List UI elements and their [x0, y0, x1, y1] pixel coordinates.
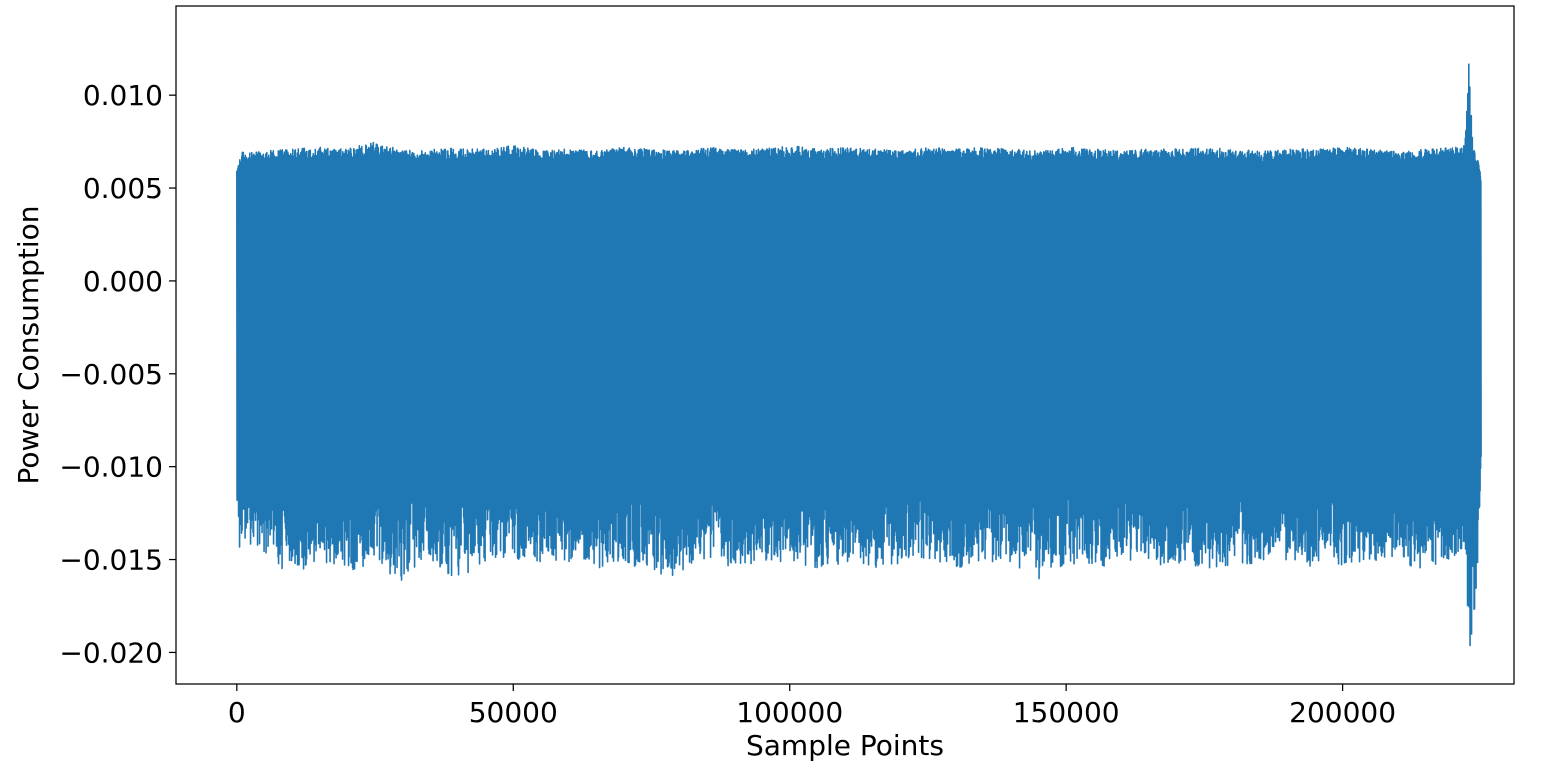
- y-tick-label: 0.005: [83, 172, 163, 205]
- y-axis-ticks: 0.010 0.005 0.000 −0.005 −0.010 −0.015 −0.020: [59, 79, 176, 669]
- x-tick-label: 200000: [1289, 696, 1396, 729]
- y-axis-label: Power Consumption: [12, 205, 45, 484]
- y-tick-label: −0.010: [59, 451, 163, 484]
- x-tick-label: 150000: [1013, 696, 1120, 729]
- axes-frame: [175, 5, 1515, 685]
- x-tick-label: 50000: [469, 696, 558, 729]
- y-tick-label: 0.010: [83, 79, 163, 112]
- y-tick-label: −0.020: [59, 636, 163, 669]
- x-tick-label: 0: [228, 696, 246, 729]
- series-0-line: [236, 63, 1482, 647]
- x-axis-ticks: 0 50000 100000 150000 200000: [228, 684, 1396, 729]
- x-tick-label: 100000: [736, 696, 843, 729]
- plot-area: [236, 63, 1482, 647]
- y-tick-label: 0.000: [83, 265, 163, 298]
- x-axis-label: Sample Points: [746, 729, 944, 762]
- y-tick-label: −0.015: [59, 544, 163, 577]
- y-tick-label: −0.005: [59, 358, 163, 391]
